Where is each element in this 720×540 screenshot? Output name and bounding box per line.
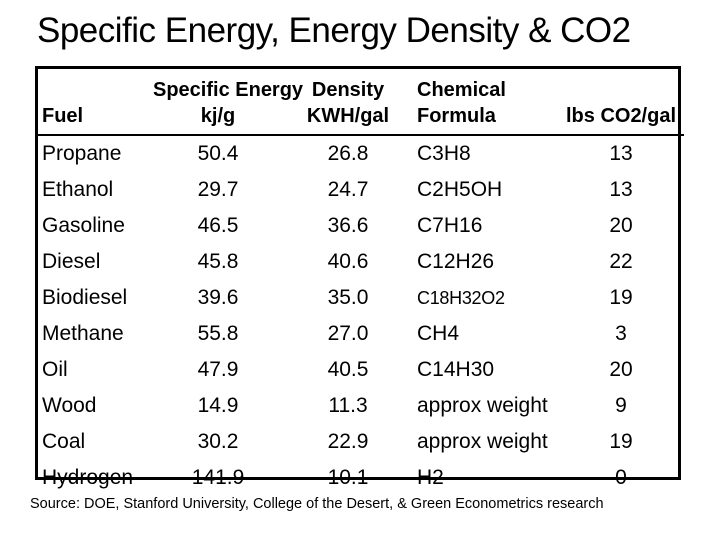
table-cell: 40.5 — [327, 358, 369, 381]
source-note: Source: DOE, Stanford University, Colleg… — [30, 496, 604, 512]
table-row: Wood 14.9 11.3 approx weight 9 — [38, 388, 684, 424]
table-cell: 55.8 — [197, 322, 239, 345]
table-cell: Ethanol — [42, 178, 114, 201]
table-cell: 19 — [609, 286, 633, 309]
column-header-line2: KWH/gal — [306, 105, 390, 127]
table-cell: C18H32O2 — [417, 287, 505, 308]
table-cell: Methane — [42, 322, 124, 345]
table-cell: Gasoline — [42, 214, 125, 237]
table-cell: 13 — [609, 178, 633, 201]
table-cell: C3H8 — [417, 142, 471, 165]
table-cell: approx weight — [417, 430, 548, 453]
table-cell: 46.5 — [197, 214, 239, 237]
table-cell: C12H26 — [417, 250, 495, 273]
table-row: Methane 55.8 27.0 CH4 3 — [38, 316, 684, 352]
table-cell: 35.0 — [327, 286, 369, 309]
table-cell: C14H30 — [417, 358, 495, 381]
table-cell: 9 — [615, 394, 627, 417]
table-cell: 13 — [609, 142, 633, 165]
column-header-line2: Formula — [417, 105, 496, 127]
table-row: Gasoline 46.5 36.6 C7H16 20 — [38, 208, 684, 244]
table-cell: 20 — [609, 214, 633, 237]
table-cell: 26.8 — [327, 142, 369, 165]
column-header-density: Density KWH/gal — [283, 69, 413, 136]
table-row: Coal 30.2 22.9 approx weight 19 — [38, 424, 684, 460]
table-cell: approx weight — [417, 394, 548, 417]
table-cell: CH4 — [417, 322, 460, 345]
table-cell: 20 — [609, 358, 633, 381]
table-row: Oil 47.9 40.5 C14H30 20 — [38, 352, 684, 388]
header-row: Fuel Specific Energy kj/g Density KWH/ga… — [38, 69, 684, 136]
energy-table-frame: Fuel Specific Energy kj/g Density KWH/ga… — [35, 66, 684, 489]
table-cell: 40.6 — [327, 250, 369, 273]
table-cell: Biodiesel — [42, 286, 128, 309]
table-cell: 47.9 — [197, 358, 239, 381]
column-header-fuel: Fuel — [38, 69, 153, 136]
column-header-line2: Fuel — [42, 105, 84, 127]
column-header-chemical-formula: Chemical Formula — [413, 69, 558, 136]
column-header-line2: lbs CO2/gal — [565, 105, 677, 127]
table-body: Propane 50.4 26.8 C3H8 13 Ethanol 29.7 24.7 C2H5… — [38, 135, 684, 496]
table-cell: 19 — [609, 430, 633, 453]
column-header-line2: kj/g — [200, 105, 236, 127]
table-row: Propane 50.4 26.8 C3H8 13 — [38, 135, 684, 172]
table-cell: H2 — [417, 466, 444, 489]
table-cell: 141.9 — [191, 466, 245, 489]
table-cell: C2H5OH — [417, 178, 503, 201]
table-cell: 11.3 — [328, 394, 368, 417]
table-cell: 36.6 — [327, 214, 369, 237]
table-cell: 14.9 — [197, 394, 239, 417]
table-cell: C7H16 — [417, 214, 483, 237]
table-cell: 30.2 — [197, 430, 239, 453]
table-cell: Propane — [42, 142, 122, 165]
column-header-line1: Specific Energy — [153, 79, 304, 101]
table-cell: 24.7 — [327, 178, 369, 201]
table-cell: 27.0 — [327, 322, 369, 345]
table-cell: 10.1 — [327, 466, 369, 489]
table-cell: 45.8 — [197, 250, 239, 273]
table-cell: 50.4 — [197, 142, 239, 165]
table-row: Ethanol 29.7 24.7 C2H5OH 13 — [38, 172, 684, 208]
table-cell: 22 — [609, 250, 633, 273]
table-cell: Coal — [42, 430, 86, 453]
column-header-line1: Density — [311, 79, 385, 101]
table-cell: 0 — [615, 466, 627, 489]
table-cell: Oil — [42, 358, 68, 381]
table-cell: Wood — [42, 394, 97, 417]
column-header-lbs-co2: lbs CO2/gal — [558, 69, 684, 136]
table-cell: Diesel — [42, 250, 101, 273]
table-row: Biodiesel 39.6 35.0 C18H32O2 19 — [38, 280, 684, 316]
column-header-line1: Chemical — [417, 79, 506, 101]
energy-table: Fuel Specific Energy kj/g Density KWH/ga… — [38, 69, 684, 496]
table-cell: 29.7 — [197, 178, 239, 201]
table-row: Hydrogen 141.9 10.1 H2 0 — [38, 460, 684, 496]
table-cell: 39.6 — [197, 286, 239, 309]
page-title: Specific Energy, Energy Density & CO2 — [37, 11, 631, 50]
table-cell: 3 — [615, 322, 627, 345]
table-cell: Hydrogen — [42, 466, 134, 489]
table-cell: 22.9 — [327, 430, 369, 453]
column-header-specific-energy: Specific Energy kj/g — [153, 69, 304, 136]
table-row: Diesel 45.8 40.6 C12H26 22 — [38, 244, 684, 280]
table-header: Fuel Specific Energy kj/g Density KWH/ga… — [38, 69, 684, 136]
